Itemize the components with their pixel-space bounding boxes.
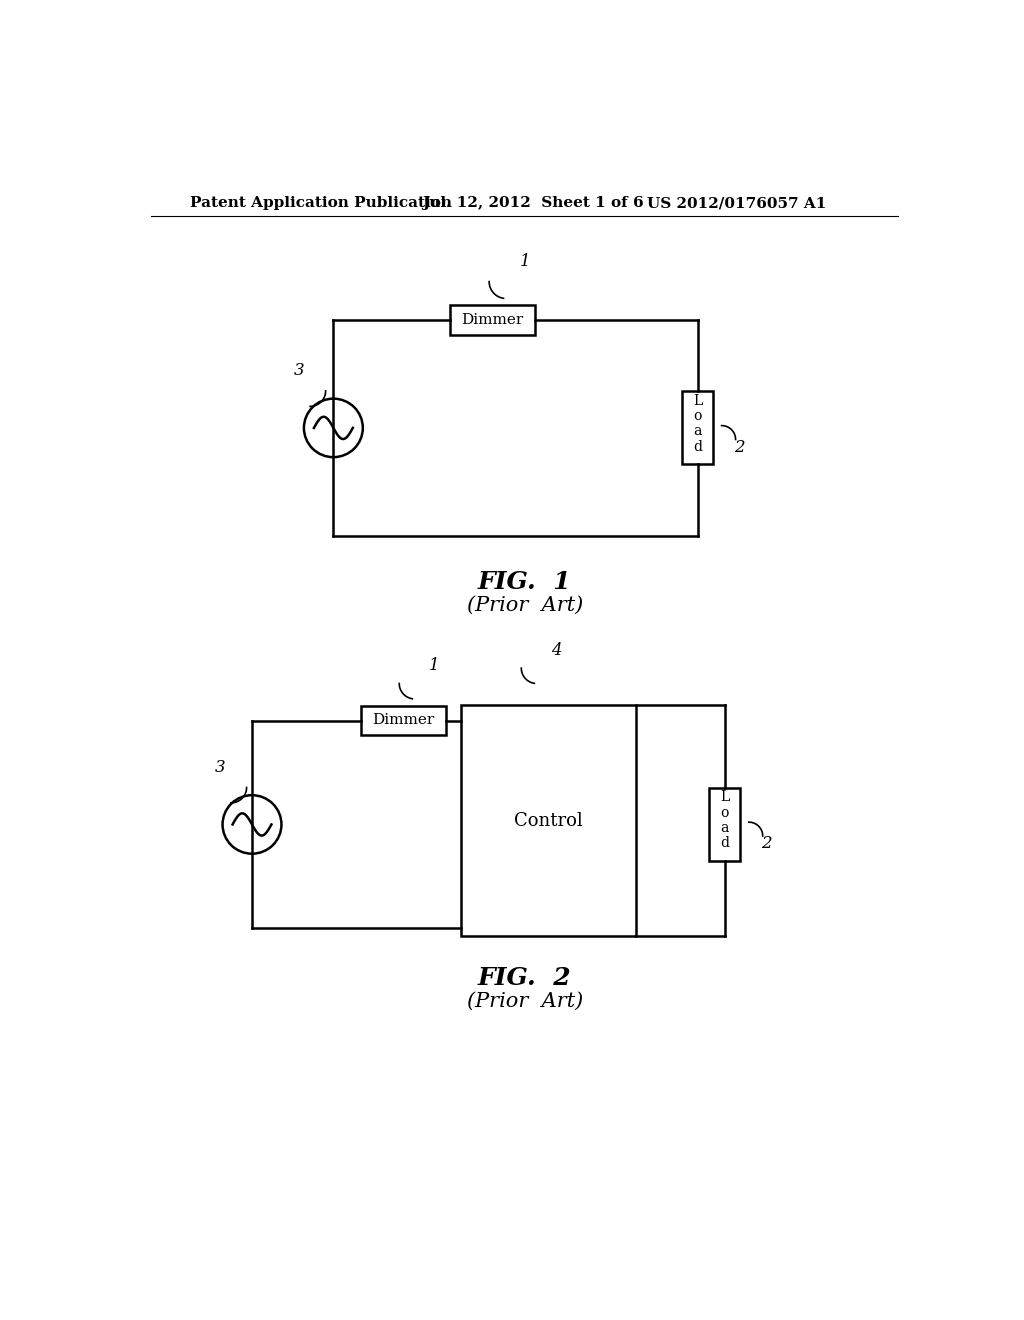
Text: (Prior  Art): (Prior Art) (467, 993, 583, 1011)
Text: 3: 3 (294, 363, 305, 379)
Text: Dimmer: Dimmer (461, 313, 523, 327)
Text: Dimmer: Dimmer (372, 714, 434, 727)
Bar (461, 705, 636, 936)
Text: Jul. 12, 2012  Sheet 1 of 6: Jul. 12, 2012 Sheet 1 of 6 (423, 197, 644, 210)
Bar (710, 788, 740, 861)
Bar (682, 391, 713, 465)
Text: d: d (720, 837, 729, 850)
Bar (360, 706, 445, 735)
Text: US 2012/0176057 A1: US 2012/0176057 A1 (647, 197, 826, 210)
Text: 2: 2 (761, 836, 772, 853)
Text: d: d (693, 440, 702, 454)
Text: FIG.  1: FIG. 1 (478, 570, 571, 594)
Text: (Prior  Art): (Prior Art) (467, 595, 583, 615)
Text: FIG.  2: FIG. 2 (478, 966, 571, 990)
Text: 2: 2 (734, 438, 744, 455)
Bar (450, 305, 535, 335)
Text: 4: 4 (551, 642, 561, 659)
Text: L: L (720, 791, 729, 804)
Text: o: o (693, 409, 701, 422)
Text: 3: 3 (215, 759, 225, 776)
Text: a: a (721, 821, 729, 836)
Text: Patent Application Publication: Patent Application Publication (190, 197, 452, 210)
Text: L: L (693, 393, 702, 408)
Text: 1: 1 (520, 253, 530, 271)
Text: o: o (721, 805, 729, 820)
Text: a: a (693, 424, 701, 438)
Text: Control: Control (514, 812, 583, 829)
Text: 1: 1 (429, 657, 439, 675)
